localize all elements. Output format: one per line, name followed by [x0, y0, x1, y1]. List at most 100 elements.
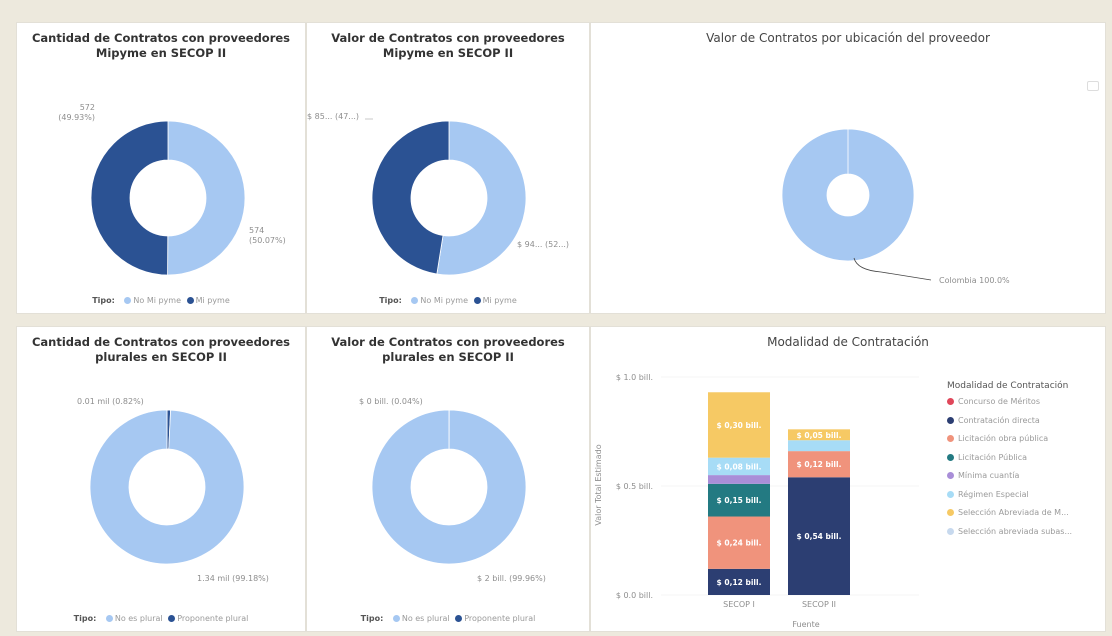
panel-title: Valor de Contratos por ubicación del pro… — [706, 31, 990, 45]
legend-title: Tipo: — [360, 614, 384, 623]
legend-swatch — [947, 398, 954, 405]
donut-slice-mipyme[interactable] — [371, 120, 450, 275]
bar-segment[interactable] — [708, 475, 770, 484]
chart-legend: Tipo: No Mi pyme Mi pyme — [307, 296, 589, 305]
legend-item-plural[interactable]: Proponente plural — [464, 614, 536, 623]
legend-swatch — [947, 416, 954, 424]
panel-ubicacion: Valor de Contratos por ubicación del pro… — [590, 22, 1106, 314]
y-tick-label: $ 0.0 bill. — [616, 591, 653, 600]
data-label-no-plural: $ 2 bill. (99.96%) — [477, 574, 546, 583]
legend-item[interactable]: Régimen Especial — [947, 490, 1072, 509]
legend-label: Concurso de Méritos — [958, 397, 1040, 406]
legend-label: Régimen Especial — [958, 489, 1029, 499]
legend-swatch — [947, 435, 954, 442]
bar-data-label: $ 0,15 bill. — [717, 496, 762, 505]
legend-swatch-plural — [168, 615, 176, 622]
legend-swatch-mipyme — [473, 297, 481, 304]
bar-data-label: $ 0,05 bill. — [797, 431, 842, 440]
bar-data-label: $ 0,12 bill. — [797, 460, 842, 469]
donut-slice-no-plural[interactable] — [89, 409, 245, 565]
bar-data-label: $ 0,12 bill. — [717, 578, 762, 587]
bar-segment[interactable] — [708, 516, 770, 569]
legend-item[interactable]: Selección abreviada subas... — [947, 527, 1072, 546]
legend-swatch-mipyme — [186, 297, 194, 304]
chart-legend: Tipo: No es plural Proponente plural — [307, 614, 589, 623]
legend-label: Selección Abreviada de M... — [958, 508, 1069, 517]
legend-item[interactable]: Selección Abreviada de M... — [947, 508, 1072, 527]
bar-segment[interactable] — [708, 392, 770, 458]
bar-data-label: $ 0,24 bill. — [717, 539, 762, 548]
panel-title: Valor de Contratos con proveedores Mipym… — [331, 31, 565, 60]
donut-slice-mipyme[interactable] — [90, 120, 169, 276]
donut-slice-colombia[interactable] — [781, 128, 915, 262]
legend-item-mipyme[interactable]: Mi pyme — [195, 296, 230, 305]
panel-title: Cantidad de Contratos con proveedores Mi… — [31, 31, 291, 60]
legend-swatch — [947, 453, 954, 461]
legend-label: Contratación directa — [958, 415, 1040, 425]
panel-title: Cantidad de Contratos con proveedores pl… — [31, 335, 291, 364]
bar-segment[interactable] — [708, 457, 770, 476]
legend-item-no-mipyme[interactable]: No Mi pyme — [420, 296, 469, 305]
legend-swatch — [947, 509, 954, 516]
x-tick-label: SECOP II — [802, 600, 836, 609]
stacked-bar-chart[interactable]: $ 1.0 bill. $ 0.5 bill. $ 0.0 bill. Valor T… — [591, 327, 1107, 633]
donut-chart[interactable]: Colombia 100.0% — [591, 23, 1107, 315]
legend-item[interactable]: Contratación directa — [947, 416, 1072, 435]
donut-slice-no-plural[interactable] — [371, 409, 527, 565]
bar-segment[interactable] — [708, 483, 770, 517]
panel-mipyme-count: Cantidad de Contratos con proveedores Mi… — [16, 22, 306, 314]
legend-item-no-mipyme[interactable]: No Mi pyme — [133, 296, 182, 305]
donut-chart[interactable]: 0.01 mil (0.82%) 1.34 mil (99.18%) — [17, 327, 307, 633]
bar-segment[interactable] — [788, 451, 850, 478]
donut-chart[interactable]: 572(49.93%) 574(50.07%) — [17, 23, 307, 315]
donut-slice-no-mipyme[interactable] — [436, 120, 527, 276]
legend-swatch — [947, 490, 954, 498]
data-label-no-mipyme: $ 94... (52...) — [517, 240, 569, 249]
donut-slice-no-mipyme[interactable] — [167, 120, 246, 276]
panel-plural-value: Valor de Contratos con proveedores plura… — [306, 326, 590, 632]
legend-item[interactable]: Licitación Pública — [947, 453, 1072, 472]
legend-swatch — [947, 472, 954, 479]
data-label-no-plural: 1.34 mil (99.18%) — [197, 574, 269, 583]
leader-line — [853, 257, 932, 281]
bar-data-label: $ 0,30 bill. — [717, 421, 762, 430]
bar-segment[interactable] — [708, 568, 770, 595]
donut-chart[interactable]: $ 85... (47...) $ 94... (52...) — [307, 23, 591, 315]
legend-item[interactable]: Concurso de Méritos — [947, 397, 1072, 416]
data-label-colombia: Colombia 100.0% — [939, 276, 1010, 285]
focus-mode-icon[interactable] — [1087, 81, 1099, 91]
legend-title: Modalidad de Contratación — [947, 381, 1069, 391]
legend-title: Tipo: — [379, 296, 402, 305]
bar-segment[interactable] — [788, 429, 850, 441]
panel-plural-count: Cantidad de Contratos con proveedores pl… — [16, 326, 306, 632]
data-label-no-mipyme: 574 — [249, 226, 264, 235]
data-label-plural: 0.01 mil (0.82%) — [77, 397, 144, 406]
chart-legend: Tipo: No Mi pyme Mi pyme — [17, 296, 305, 305]
legend-swatch-no-plural — [105, 615, 113, 622]
legend-title: Tipo: — [92, 296, 115, 305]
data-label-no-mipyme: (50.07%) — [249, 236, 286, 245]
panel-title: Modalidad de Contratación — [767, 335, 929, 349]
legend-item[interactable]: Licitación obra pública — [947, 434, 1072, 453]
legend-item-no-plural[interactable]: No es plural — [401, 614, 450, 623]
bar-data-label: $ 0,08 bill. — [717, 462, 762, 471]
legend-swatch-plural — [455, 615, 463, 622]
x-tick-label: SECOP I — [723, 600, 755, 609]
legend-label: Selección abreviada subas... — [958, 526, 1073, 536]
data-label-plural: $ 0 bill. (0.04%) — [359, 397, 423, 406]
x-axis-label: Fuente — [792, 620, 819, 629]
legend-item-plural[interactable]: Proponente plural — [177, 614, 249, 623]
y-tick-label: $ 1.0 bill. — [616, 373, 653, 382]
bar-segment[interactable] — [788, 440, 850, 452]
legend-swatch — [947, 527, 954, 535]
data-label-mipyme: (49.93%) — [58, 113, 95, 122]
legend-item-mipyme[interactable]: Mi pyme — [482, 296, 517, 305]
panel-title: Valor de Contratos con proveedores plura… — [331, 335, 565, 364]
legend-item-no-plural[interactable]: No es plural — [114, 614, 163, 623]
donut-chart[interactable]: $ 0 bill. (0.04%) $ 2 bill. (99.96%) — [307, 327, 591, 633]
y-axis-label: Valor Total Estimado — [594, 444, 603, 525]
legend-item[interactable]: Mínima cuantía — [947, 471, 1072, 490]
bar-segment[interactable] — [788, 477, 850, 595]
chart-legend: Tipo: No es plural Proponente plural — [17, 614, 305, 623]
bar-data-label: $ 0,54 bill. — [797, 532, 842, 541]
